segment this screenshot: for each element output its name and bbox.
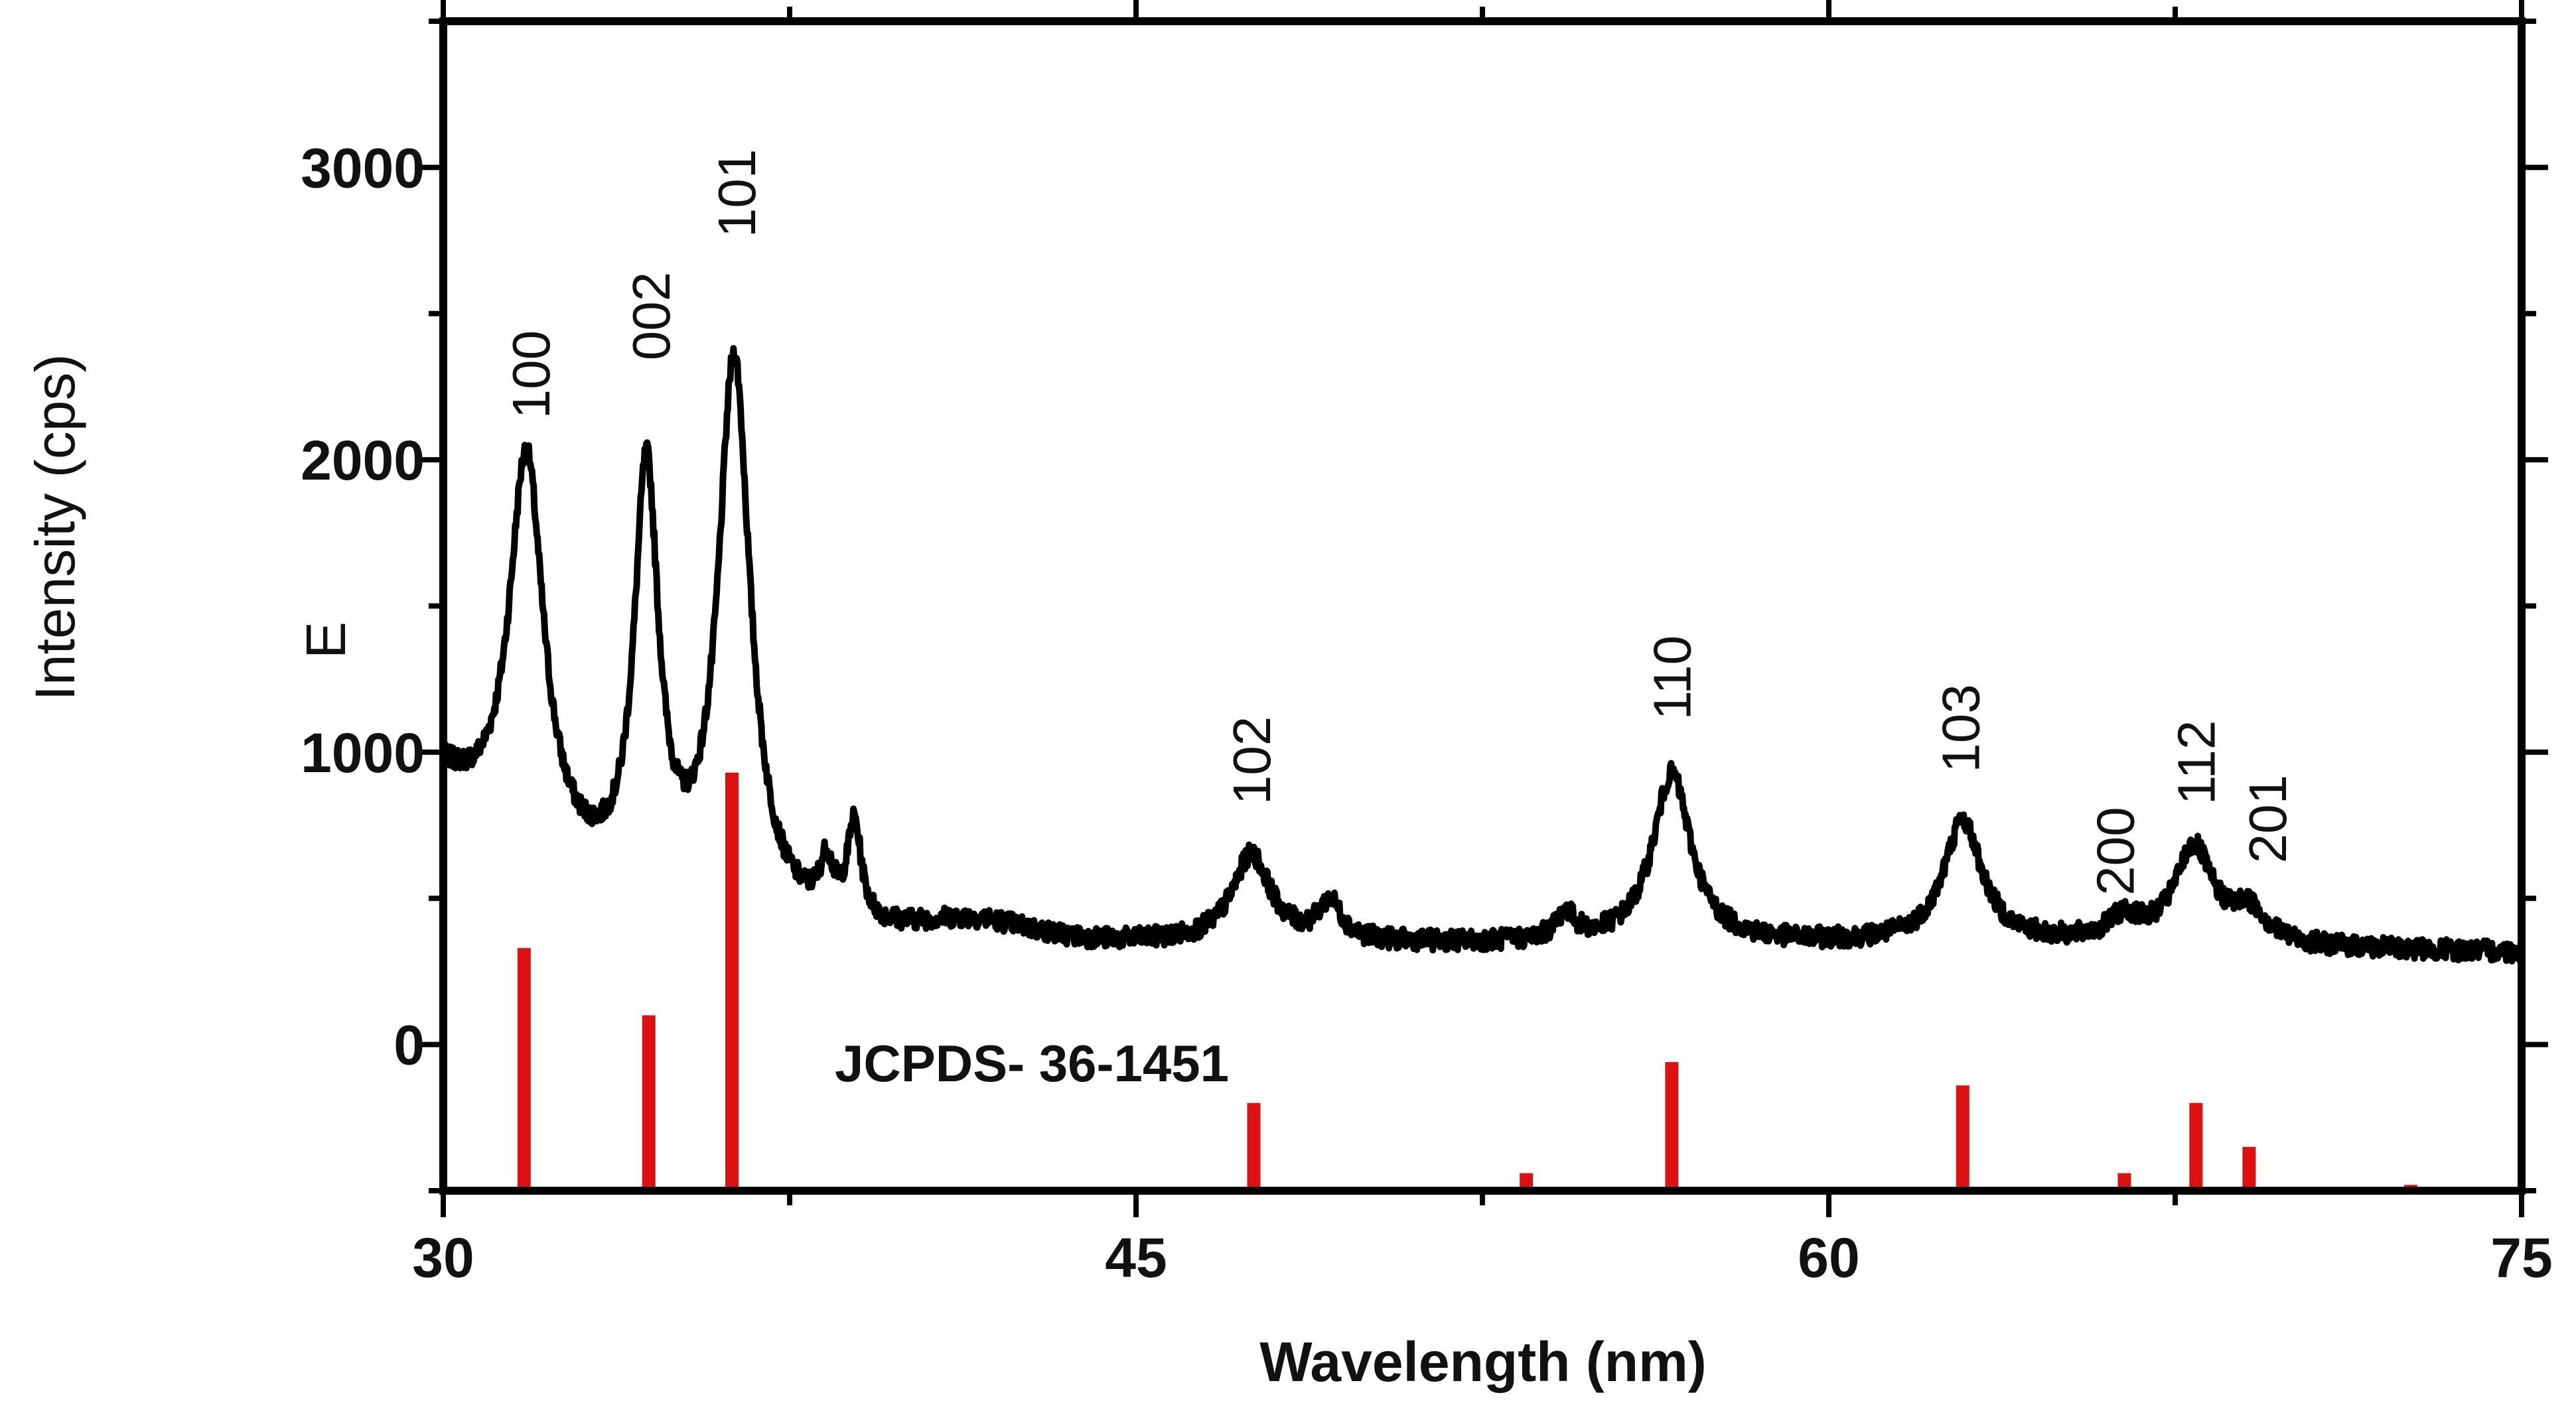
tick-labels: 30 45 60 75 0 1000 2000 3000: [301, 137, 2553, 1289]
peak-label: 201: [2238, 775, 2297, 863]
reference-bar: [2189, 1102, 2203, 1191]
peak-label: 002: [622, 272, 681, 360]
peak-label: 101: [707, 149, 766, 237]
y-tick-label: 1000: [301, 722, 425, 784]
peak-label: 110: [1642, 635, 1701, 720]
x-tick-label: 45: [1105, 1227, 1167, 1289]
y-tick-label: 2000: [301, 429, 425, 492]
reference-bar: [517, 948, 531, 1191]
y-axis-title: Intensity (cps): [24, 354, 86, 701]
y-tick-label: 3000: [301, 137, 425, 199]
peak-label: 100: [502, 330, 561, 419]
x-axis-title: Wavelength (nm): [1259, 1331, 1707, 1393]
reference-bar: [1247, 1102, 1261, 1191]
reference-bar: [725, 772, 739, 1191]
peak-label: 112: [2167, 720, 2226, 805]
x-tick-label: 60: [1798, 1227, 1859, 1289]
reference-label: JCPDS- 36-1451: [835, 1034, 1229, 1093]
reference-bar: [642, 1015, 656, 1191]
reference-bar: [2242, 1146, 2256, 1191]
x-tick-label: 30: [412, 1227, 474, 1289]
xrd-pattern-line: [440, 345, 2524, 965]
reference-bar: [2117, 1173, 2131, 1191]
reference-bars: [517, 772, 2417, 1191]
axis-ticks: [417, 0, 2548, 1217]
peak-label: 103: [1931, 684, 1990, 772]
reference-bar: [1956, 1085, 1969, 1191]
inner-annotation: E: [295, 622, 357, 659]
peak-label: 102: [1222, 716, 1281, 805]
peak-label: 200: [2086, 807, 2145, 895]
reference-bar: [1665, 1062, 1679, 1191]
x-tick-label: 75: [2490, 1227, 2552, 1289]
reference-bar: [1520, 1173, 1534, 1191]
y-tick-label: 0: [394, 1014, 425, 1077]
